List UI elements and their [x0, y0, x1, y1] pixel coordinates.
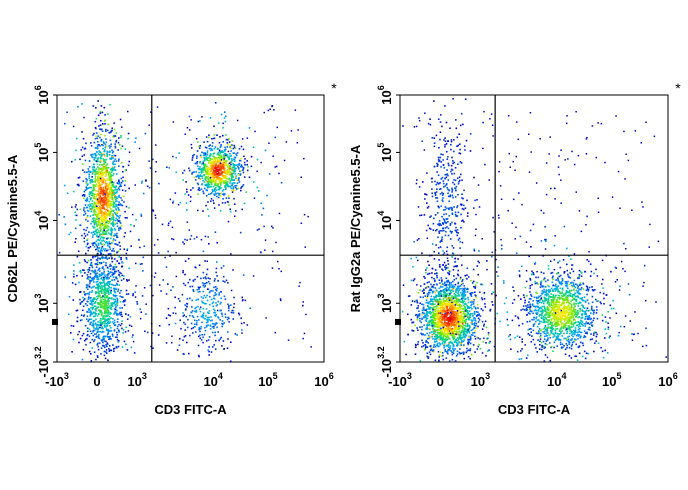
y-tick-label: 106 [33, 85, 51, 104]
axis-marker-square [52, 318, 58, 325]
plot-panel-cd62l: -103 0 103 104 105 106 -103.2 103 104 105 106 CD3 F… [5, 80, 337, 417]
x-tick-label: -103 [45, 371, 69, 389]
y-tick-label: 106 [376, 85, 394, 104]
y-axis-label: Rat IgG2a PE/Cyanine5.5-A [348, 144, 363, 312]
population-cd3-cd62l- [58, 144, 164, 362]
y-tick-label: 104 [376, 211, 394, 230]
x-tick-label: 0 [437, 374, 444, 389]
y-tick-label: -103.2 [33, 346, 51, 377]
plot-frame [399, 94, 669, 363]
population-cd3-isotype- [458, 187, 667, 362]
x-tick-label: 104 [203, 371, 222, 389]
corner-asterisk: * [331, 80, 337, 96]
y-tick-label: 103 [376, 294, 394, 313]
population-cd3-cd62l- [148, 102, 283, 262]
x-axis-label: CD3 FITC-A [154, 402, 227, 417]
x-tick-label: 106 [314, 371, 333, 389]
population-cd3-isotype- [401, 164, 538, 363]
background-events [71, 108, 312, 348]
x-tick-label: 105 [258, 371, 277, 389]
population-cd3-isotype- [402, 98, 509, 354]
y-axis-label: CD62L PE/Cyanine5.5-A [5, 154, 20, 302]
y-tick-label: 104 [33, 211, 51, 230]
background-events [413, 110, 656, 348]
plot-frame [56, 94, 325, 363]
x-tick-label: 0 [93, 374, 100, 389]
x-tick-label: 103 [471, 371, 490, 389]
plot-panel-isotype: -103 0 103 104 105 106 -103.2 103 104 105 106 CD3 F… [348, 80, 681, 417]
axis-marker-square [395, 318, 401, 325]
y-tick-label: 103 [33, 294, 51, 313]
corner-asterisk: * [675, 80, 681, 96]
x-tick-label: -103 [388, 371, 412, 389]
x-tick-label: 103 [127, 371, 146, 389]
x-tick-label: 105 [602, 371, 621, 389]
y-tick-label: 105 [33, 143, 51, 162]
x-axis-label: CD3 FITC-A [498, 402, 571, 417]
y-tick-label: 105 [376, 143, 394, 162]
y-tick-label: -103.2 [376, 346, 394, 377]
population-cd3-cd62l- [136, 224, 304, 363]
x-tick-label: 104 [547, 371, 566, 389]
x-tick-label: 106 [658, 371, 677, 389]
